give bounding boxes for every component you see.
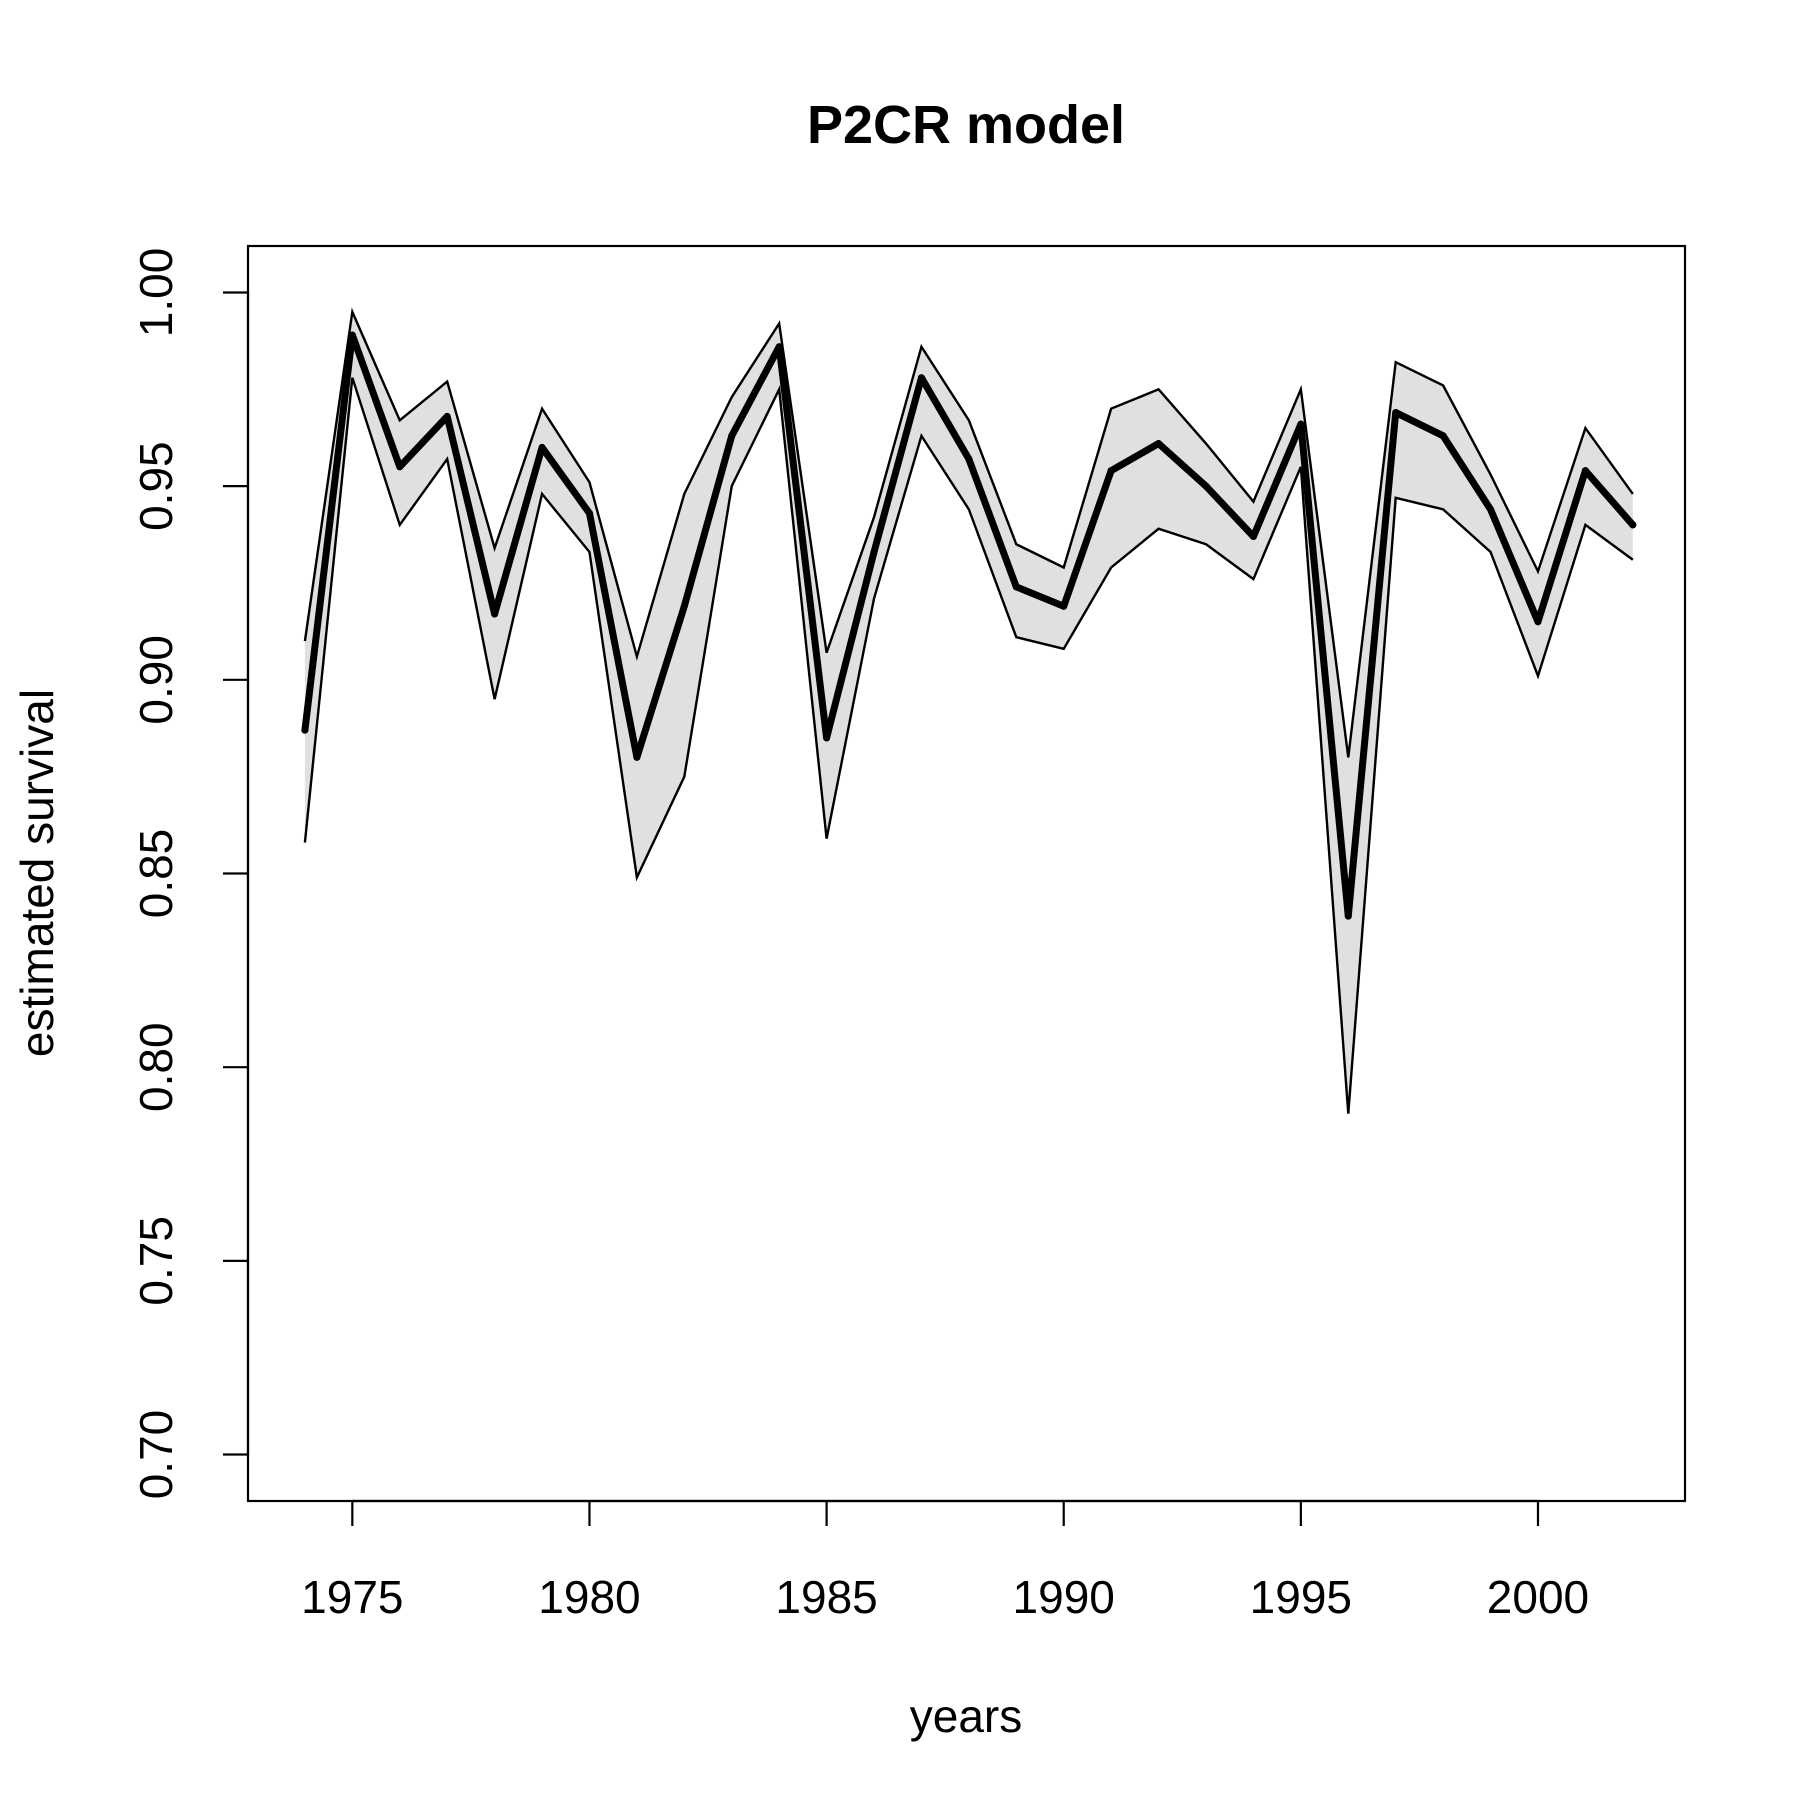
estimate-point-1979: [538, 443, 546, 451]
estimate-point-1988: [965, 455, 973, 463]
estimate-point-1994: [1249, 533, 1257, 541]
estimate-point-2000: [1534, 618, 1542, 626]
y-axis: 0.70 0.75 0.80 0.85 0.90 0.95 1.00: [130, 248, 250, 1500]
estimate-point-1990: [1060, 602, 1068, 610]
x-axis: 1975 1980 1985 1990 1995 2000: [301, 1499, 1589, 1623]
estimate-point-1975: [348, 331, 356, 339]
estimate-point-1976: [396, 463, 404, 471]
estimate-point-1981: [633, 753, 641, 761]
estimate-point-1985: [823, 734, 831, 742]
x-tick-label-1995: 1995: [1250, 1571, 1352, 1623]
y-axis-label: estimated survival: [11, 689, 63, 1057]
estimate-point-1986: [870, 548, 878, 556]
estimate-point-1993: [1202, 482, 1210, 490]
y-tick-label-0.80: 0.80: [130, 1022, 182, 1112]
estimate-point-1999: [1487, 505, 1495, 513]
estimate-point-1992: [1155, 440, 1163, 448]
x-tick-label-1975: 1975: [301, 1571, 403, 1623]
x-tick-label-1980: 1980: [538, 1571, 640, 1623]
estimate-point-2001: [1581, 467, 1589, 475]
estimate-point-1991: [1107, 467, 1115, 475]
lower-bound-line: [303, 377, 1634, 1114]
estimate-point-1978: [491, 610, 499, 618]
upper-bound-line: [303, 307, 1634, 758]
estimate-point-1996: [1344, 912, 1352, 920]
estimate-point-1980: [585, 509, 593, 517]
estimate-point-1982: [680, 602, 688, 610]
x-tick-label-2000: 2000: [1487, 1571, 1589, 1623]
series-layer: [301, 307, 1637, 1114]
estimate-point-1983: [728, 432, 736, 440]
y-tick-label-1.00: 1.00: [130, 248, 182, 338]
y-tick-label-0.95: 0.95: [130, 441, 182, 531]
y-tick-label-0.90: 0.90: [130, 635, 182, 725]
estimate-point-1989: [1012, 583, 1020, 591]
estimate-point-1995: [1297, 420, 1305, 428]
y-tick-label-0.70: 0.70: [130, 1410, 182, 1500]
estimate-point-1987: [917, 374, 925, 382]
estimate-point-1984: [775, 343, 783, 351]
estimate-point-2002: [1629, 521, 1637, 529]
estimate-point-1974: [301, 726, 309, 734]
estimate-point-1998: [1439, 432, 1447, 440]
x-axis-label: years: [910, 1690, 1022, 1742]
estimate-point-1997: [1392, 409, 1400, 417]
y-tick-label-0.75: 0.75: [130, 1216, 182, 1306]
x-tick-label-1985: 1985: [775, 1571, 877, 1623]
chart-title: P2CR model: [807, 95, 1125, 155]
x-tick-label-1990: 1990: [1013, 1571, 1115, 1623]
y-tick-label-0.85: 0.85: [130, 829, 182, 919]
estimate-point-1977: [443, 412, 451, 420]
